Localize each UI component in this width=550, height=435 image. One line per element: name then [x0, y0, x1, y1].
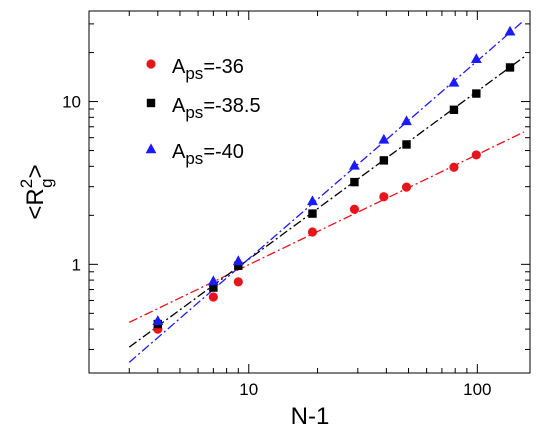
data-point — [209, 283, 218, 292]
data-point — [307, 195, 318, 206]
svg-text:<R2g>: <R2g> — [17, 164, 56, 219]
legend-marker-2 — [146, 98, 156, 108]
y-tick-label: 10 — [62, 93, 81, 112]
data-point — [504, 25, 516, 36]
data-point — [470, 53, 482, 64]
y-tick-label: 1 — [72, 255, 81, 274]
y-axis-label: <R2g> — [17, 164, 56, 219]
y-axis-label-sup: 2 — [17, 179, 36, 188]
x-tick-label: 100 — [463, 380, 491, 399]
series-3 — [152, 25, 516, 325]
data-point — [449, 105, 459, 114]
y-axis-label-close: > — [22, 164, 49, 178]
series-1 — [153, 150, 481, 334]
data-point — [449, 162, 459, 172]
data-point — [308, 209, 317, 218]
data-point — [402, 140, 411, 149]
data-point — [401, 182, 412, 192]
data-point — [207, 275, 219, 286]
data-point — [208, 292, 218, 302]
fit-line-1 — [128, 131, 525, 323]
data-point — [232, 255, 244, 266]
data-point — [472, 89, 481, 98]
data-point — [401, 115, 412, 126]
y-axis-label-main: <R — [22, 188, 49, 219]
legend-label-3: Aps=-40 — [172, 141, 244, 168]
data-point — [448, 76, 460, 87]
data-point — [233, 277, 243, 287]
data-point — [152, 315, 164, 325]
data-point — [379, 192, 389, 202]
fit-line-3 — [128, 19, 525, 363]
data-point — [378, 133, 390, 144]
data-point — [505, 63, 515, 72]
data-points — [152, 25, 516, 334]
legend-marker-1 — [146, 59, 156, 69]
data-point — [349, 204, 360, 214]
data-point — [307, 227, 318, 237]
axis-ticks: 10 100 1 10 — [62, 11, 530, 399]
x-tick-label: 10 — [239, 380, 258, 399]
y-axis-label-sub: g — [37, 178, 56, 187]
data-point — [379, 156, 389, 165]
data-point — [349, 159, 360, 170]
data-point — [234, 261, 243, 270]
plot-area — [88, 10, 531, 374]
legend-marker-3 — [145, 143, 157, 154]
fit-line-2 — [128, 56, 525, 348]
legend-label-2: Aps=-38.5 — [172, 95, 261, 122]
data-point — [350, 177, 359, 187]
data-point — [471, 150, 481, 160]
legend-label-1: Aps=-36 — [172, 56, 244, 83]
legend: Aps=-36 Aps=-38.5 Aps=-40 — [145, 56, 261, 168]
x-axis-label: N-1 — [291, 403, 330, 430]
fit-lines — [128, 19, 525, 363]
